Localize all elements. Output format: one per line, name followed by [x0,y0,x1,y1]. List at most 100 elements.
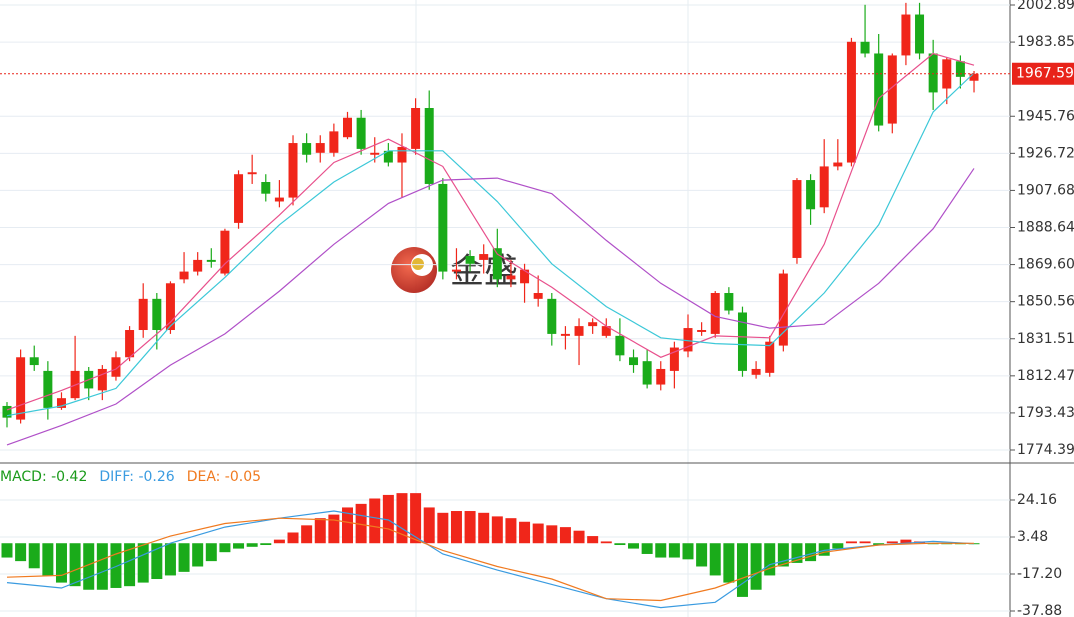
macd-bar [519,521,531,544]
candle-body [642,361,652,385]
legend-entry: DEA: -0.05 [187,469,261,485]
y-tick-label: 1812.47 [1017,368,1074,384]
candle-body [274,197,284,202]
macd-bar [723,543,735,583]
macd-bar [491,516,503,544]
logo [412,258,424,270]
candle-body [329,131,339,153]
macd-bar [450,511,462,544]
macd-bar [764,543,776,576]
candle-body [479,254,489,260]
candle-body [560,333,570,336]
legend-entry: MACD: -0.42 [0,469,87,485]
candle-body [397,146,407,163]
candle-body [315,143,325,153]
candle-body [778,273,788,346]
macd-bar [205,543,217,562]
candle-body [737,312,747,371]
y-tick-label: 1774.39 [1017,442,1074,458]
indicator-line [6,168,975,446]
candle-body [152,298,162,331]
macd-bar [859,541,871,544]
macd-bar [192,543,204,567]
macd-bar [696,543,708,567]
last-price-box [1012,62,1074,85]
candle-body [465,256,475,264]
candle-body [2,405,12,418]
macd-bar [83,543,95,590]
candle-body [629,357,639,366]
candle-body [125,330,135,358]
macd-bar [641,543,653,554]
indicator-line [6,52,975,411]
candle-body [615,335,625,356]
y-tick-label: 1869.60 [1017,257,1074,273]
candle-body [792,180,802,258]
y-tick-label: 1793.43 [1017,405,1074,421]
candle-body [833,162,843,167]
y-tick-label: 1926.72 [1017,145,1074,161]
y-tick-label: 1983.85 [1017,34,1074,50]
macd-bar [124,543,136,587]
macd-bar [709,543,721,576]
macd-bar [546,525,558,544]
macd-bar [505,518,517,544]
macd-bar [137,543,149,583]
y-tick-label: -17.20 [1017,566,1062,582]
candle-body [424,108,434,184]
macd-bar [900,539,912,544]
indicator-line [6,510,975,609]
macd-bar [532,523,544,544]
candle-body [765,341,775,373]
y-tick-label: 1888.64 [1017,219,1074,235]
legend-entry: DIFF: -0.26 [99,469,174,485]
candle-body [887,55,897,124]
candle-body [179,271,189,280]
candle-body [234,174,244,223]
macd-bar [614,543,626,546]
candle-body [846,41,856,163]
candle-body [506,275,516,280]
macd-bar [328,514,340,544]
candle-body [901,14,911,56]
macd-bar [559,527,571,544]
macd-bar [342,507,353,544]
candle-body [588,322,598,327]
candle-body [97,368,107,391]
macd-bar [682,543,694,560]
indicator-line [6,517,975,602]
candle-body [928,53,938,93]
y-tick-label: 24.16 [1017,492,1057,508]
macd-bar [886,541,898,544]
y-tick-label: -37.88 [1017,603,1062,617]
macd-bar [655,543,667,558]
y-tick-label: 1831.51 [1017,331,1074,347]
candle-body [751,368,761,375]
candle-body [656,368,666,385]
macd-bar [573,530,585,544]
macd-bar [42,543,54,576]
y-tick-label: 1850.56 [1017,294,1074,310]
macd-bar [478,512,490,544]
macd-bar [832,543,844,549]
candle-body [288,143,298,198]
candle-body [874,53,884,126]
macd-bar [355,503,367,544]
candle-body [356,117,366,149]
macd-bar [110,543,122,588]
candle-body [111,357,121,377]
candle-body [547,298,557,334]
macd-bar [233,543,245,549]
macd-bar [151,543,163,580]
candle-body [915,14,925,54]
macd-bar [587,536,599,544]
macd-bar [69,543,81,587]
y-tick-label: 2002.89 [1017,0,1074,13]
macd-bar [423,507,435,544]
macd-bar [178,543,190,572]
candle-body [247,172,257,175]
macd-bar [369,498,381,544]
macd-bar [818,543,830,556]
candle-body [819,166,829,208]
